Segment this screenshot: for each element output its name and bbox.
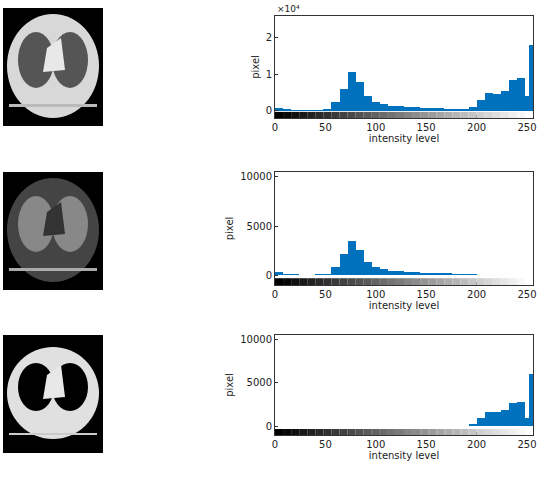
svg-text:0: 0 <box>266 421 272 432</box>
svg-text:×10⁴: ×10⁴ <box>277 4 300 14</box>
svg-text:200: 200 <box>467 439 486 450</box>
svg-text:5000: 5000 <box>247 377 272 388</box>
svg-text:0: 0 <box>272 439 278 450</box>
svg-text:pixel: pixel <box>250 55 261 79</box>
svg-text:200: 200 <box>467 289 486 300</box>
svg-text:150: 150 <box>417 439 436 450</box>
svg-text:1: 1 <box>266 69 272 80</box>
svg-text:10000: 10000 <box>240 334 272 345</box>
svg-text:pixel: pixel <box>224 217 235 241</box>
svg-text:250: 250 <box>517 122 536 133</box>
svg-text:100: 100 <box>366 122 385 133</box>
svg-text:50: 50 <box>319 122 332 133</box>
svg-text:250: 250 <box>517 289 536 300</box>
svg-text:intensity level: intensity level <box>369 300 439 311</box>
svg-text:150: 150 <box>417 122 436 133</box>
svg-text:intensity level: intensity level <box>369 133 439 144</box>
svg-text:0: 0 <box>272 122 278 133</box>
svg-text:2: 2 <box>266 32 272 43</box>
svg-text:10000: 10000 <box>240 171 272 182</box>
svg-text:50: 50 <box>319 289 332 300</box>
svg-text:200: 200 <box>467 122 486 133</box>
svg-text:0: 0 <box>266 105 272 116</box>
svg-text:150: 150 <box>417 289 436 300</box>
svg-text:5000: 5000 <box>247 221 272 232</box>
svg-text:50: 50 <box>319 439 332 450</box>
svg-text:100: 100 <box>366 289 385 300</box>
svg-text:0: 0 <box>272 289 278 300</box>
svg-text:0: 0 <box>266 270 272 281</box>
svg-text:250: 250 <box>517 439 536 450</box>
svg-text:100: 100 <box>366 439 385 450</box>
svg-text:pixel: pixel <box>224 373 235 397</box>
svg-text:intensity level: intensity level <box>369 450 439 461</box>
